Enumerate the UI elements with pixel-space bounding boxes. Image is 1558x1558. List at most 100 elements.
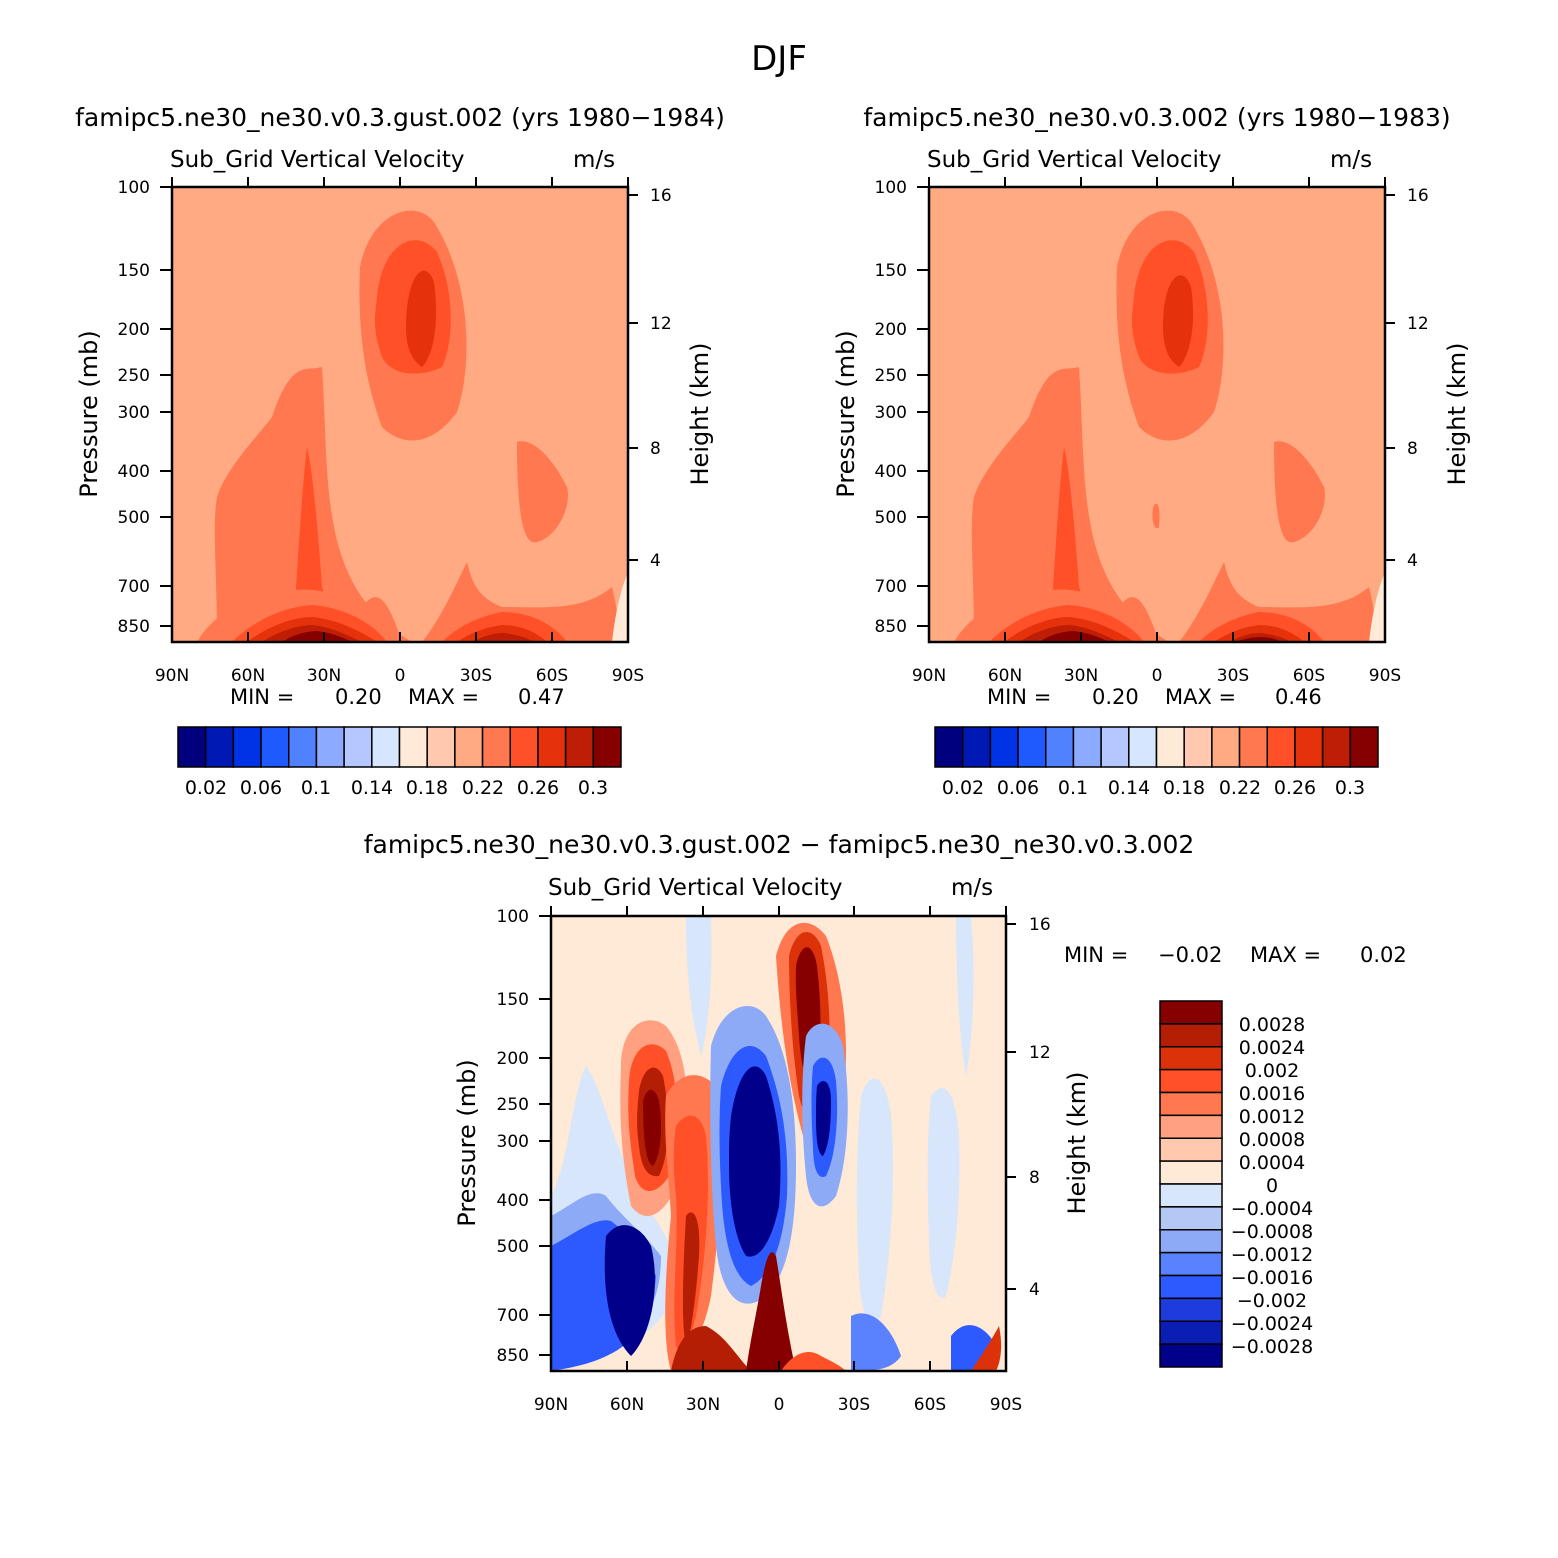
min-label: MIN = (230, 685, 294, 709)
y2-tick-label: 12 (1407, 314, 1429, 334)
y-tick-label: 250 (497, 1095, 529, 1115)
y-tick-label: 300 (497, 1132, 529, 1152)
y-tick-label: 150 (118, 261, 150, 281)
x-tick-label: 90S (1369, 666, 1401, 686)
colorbar-swatch (232, 726, 262, 768)
colorbar-label: −0.002 (1237, 1290, 1307, 1312)
colorbar-swatch (454, 726, 484, 768)
colorbar-swatch (1211, 726, 1241, 768)
colorbar-label: 0.02 (942, 777, 984, 799)
panel-units: m/s (1330, 147, 1372, 173)
colorbar-swatch (1159, 1091, 1223, 1117)
x-tick-label: 90S (990, 1395, 1022, 1415)
colorbar-label: 0.0028 (1239, 1014, 1305, 1036)
panel-difference: famipc5.ne30_ne30.v0.3.gust.002 − famipc… (364, 830, 1407, 1415)
colorbar-swatch (343, 726, 373, 768)
y2-tick-label: 16 (650, 186, 672, 206)
y-tick-label: 850 (875, 617, 907, 637)
y-tick-label: 700 (497, 1306, 529, 1326)
colorbar-swatch (509, 726, 539, 768)
x-tick-label: 30S (1217, 666, 1249, 686)
x-tick-label: 0 (395, 666, 406, 686)
colorbar-label: −0.0024 (1231, 1313, 1313, 1335)
panel-subtitle: Sub_Grid Vertical Velocity (927, 147, 1222, 173)
colorbar-label: −0.0012 (1231, 1244, 1313, 1266)
panel-units: m/s (573, 147, 615, 173)
colorbar-label: 0.0012 (1239, 1106, 1305, 1128)
y-tick-label: 200 (497, 1049, 529, 1069)
y-axis-label: Pressure (mb) (453, 1059, 481, 1226)
figure-title: DJF (751, 39, 807, 79)
colorbar-swatch (1159, 1137, 1223, 1162)
colorbar-label: 0.14 (351, 777, 393, 799)
x-tick-label: 30N (686, 1395, 720, 1415)
x-tick-label: 90N (912, 666, 946, 686)
x-tick-label: 30N (1064, 666, 1098, 686)
y-tick-label: 400 (875, 462, 907, 482)
colorbar-swatch (961, 726, 992, 768)
y-tick-label: 500 (118, 508, 150, 528)
x-ticks (171, 177, 629, 642)
y-tick-label: 300 (875, 403, 907, 423)
y-tick-label: 100 (875, 178, 907, 198)
x-tick-label: 60S (1293, 666, 1325, 686)
x-tick-label: 30N (307, 666, 341, 686)
colorbar-swatch (1072, 726, 1102, 768)
max-value: 0.46 (1275, 685, 1322, 709)
colorbar-swatch (1159, 1274, 1223, 1300)
colorbar-label: 0.1 (301, 777, 331, 799)
colorbar-swatch (1266, 726, 1296, 768)
y-tick-label: 850 (118, 617, 150, 637)
colorbar-swatch (1100, 726, 1130, 768)
x-tick-label: 30S (838, 1395, 870, 1415)
colorbar-swatch (1159, 1251, 1223, 1277)
y2-axis-label: Height (km) (1443, 343, 1471, 486)
y-tick-label: 150 (497, 990, 529, 1010)
contour-field (551, 916, 1006, 1371)
colorbar (1159, 1000, 1223, 1368)
colorbar-swatch (260, 726, 290, 768)
colorbar-swatch (1159, 1229, 1223, 1254)
x-tick-label: 30S (460, 666, 492, 686)
colorbar-label: 0.002 (1245, 1060, 1299, 1082)
min-label: MIN = (987, 685, 1051, 709)
min-value: 0.20 (1092, 685, 1139, 709)
y-tick-label: 300 (118, 403, 150, 423)
y2-tick-label: 8 (1029, 1168, 1040, 1188)
colorbar-label: 0.0008 (1239, 1129, 1305, 1151)
y2-tick-label: 4 (650, 551, 661, 571)
contour-field (172, 187, 628, 642)
colorbar-label: 0.22 (462, 777, 504, 799)
y-ticks (917, 186, 1395, 627)
colorbar-swatch (1045, 726, 1075, 768)
y2-tick-label: 16 (1029, 915, 1051, 935)
y-tick-label: 400 (497, 1191, 529, 1211)
y2-tick-label: 4 (1029, 1280, 1040, 1300)
colorbar-label: 0.18 (406, 777, 448, 799)
colorbar (934, 726, 1379, 768)
y-ticks (160, 186, 638, 627)
x-tick-label: 60S (914, 1395, 946, 1415)
colorbar-swatch (1159, 1160, 1223, 1185)
colorbar-swatch (371, 726, 401, 768)
colorbar-label: −0.0008 (1231, 1221, 1313, 1243)
min-value: 0.20 (335, 685, 382, 709)
colorbar-swatch (1159, 1183, 1223, 1208)
max-label: MAX = (408, 685, 479, 709)
colorbar-swatch (1159, 1320, 1223, 1345)
y2-tick-label: 16 (1407, 186, 1429, 206)
colorbar-swatch (1128, 726, 1158, 768)
colorbar-swatch (1159, 1206, 1223, 1231)
colorbar-swatch (426, 726, 456, 768)
max-label: MAX = (1165, 685, 1236, 709)
panel-title: famipc5.ne30_ne30.v0.3.gust.002 − famipc… (364, 830, 1195, 859)
x-tick-label: 90S (612, 666, 644, 686)
y2-tick-label: 4 (1407, 551, 1418, 571)
colorbar-label: 0.26 (517, 777, 559, 799)
colorbar-label: 0.3 (1335, 777, 1365, 799)
panel-control: famipc5.ne30_ne30.v0.3.002 (yrs 1980−198… (832, 103, 1471, 799)
y2-axis-label: Height (km) (686, 343, 714, 486)
x-tick-label: 60N (231, 666, 265, 686)
colorbar-swatch (1159, 1297, 1223, 1322)
y-tick-label: 700 (118, 577, 150, 597)
